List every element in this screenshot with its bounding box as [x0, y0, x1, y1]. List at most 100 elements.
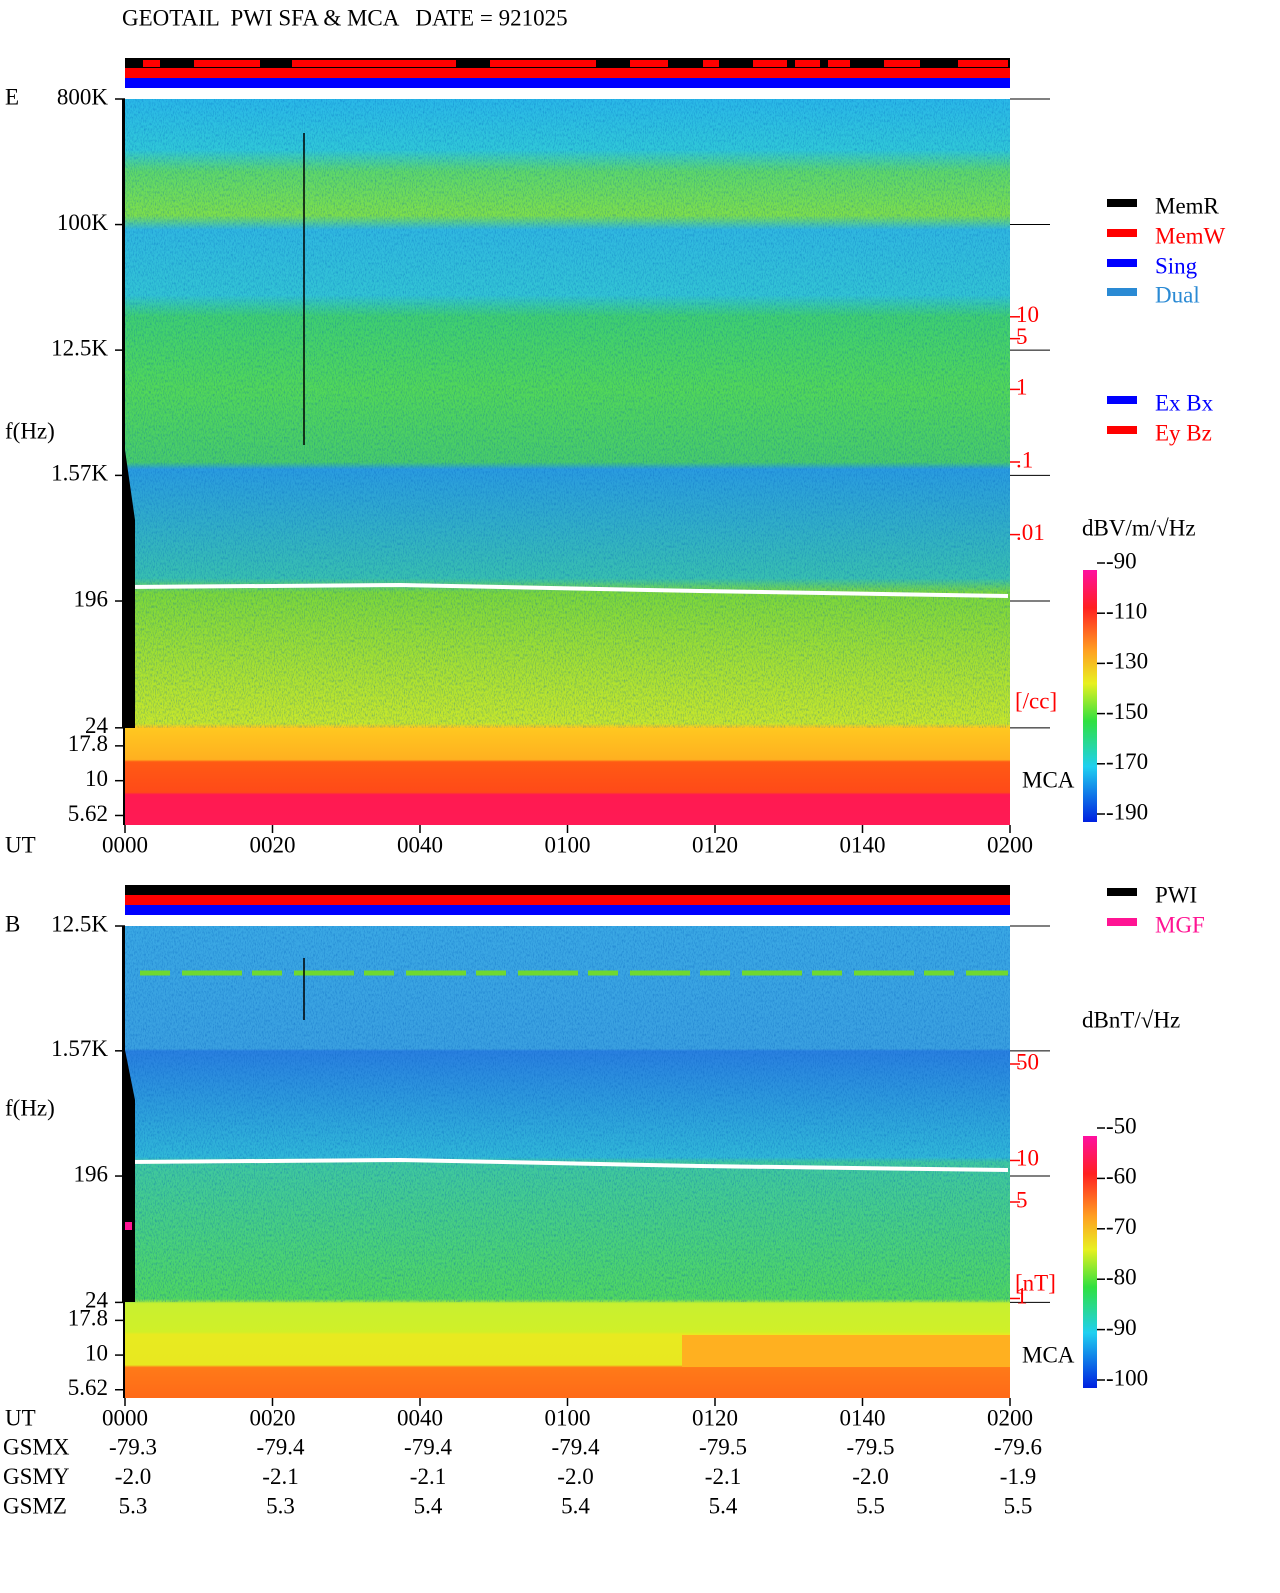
status-bar — [125, 905, 1010, 915]
x-tick-label: 0020 — [250, 1405, 296, 1430]
y-tick-label: 800K — [57, 84, 109, 109]
row-value: -79.5 — [847, 1434, 895, 1459]
region-label: MCA — [1022, 767, 1075, 792]
colorbar-tick-label: -150 — [1106, 699, 1148, 724]
y-axis-label: f(Hz) — [5, 418, 55, 443]
legend-entry: PWI — [1155, 882, 1197, 907]
row-value: 5.4 — [561, 1493, 590, 1518]
y2-tick-label: 50 — [1016, 1049, 1039, 1074]
status-bar — [125, 885, 1010, 895]
row-value: -2.0 — [557, 1464, 593, 1489]
status-bar — [125, 68, 1010, 78]
x-tick-label: 0140 — [840, 1405, 886, 1430]
x-tick-label: 0100 — [545, 832, 591, 857]
y-tick-label: 1.57K — [51, 461, 108, 486]
y2-axis-label: [nT] — [1015, 1270, 1056, 1295]
y2-tick-label: 5 — [1016, 324, 1028, 349]
y-tick-label: 5.62 — [68, 801, 108, 826]
row-value: -79.4 — [404, 1434, 452, 1459]
colorbar-tick-label: -190 — [1106, 799, 1148, 824]
legend-swatch — [1107, 426, 1137, 434]
row-value: 5.4 — [414, 1493, 443, 1518]
legend-swatch — [1107, 199, 1137, 207]
legend-swatch — [1107, 396, 1137, 404]
legend-entry: MemW — [1155, 223, 1226, 248]
y-axis-label: f(Hz) — [5, 1095, 55, 1120]
row-value: 5.5 — [1004, 1493, 1033, 1518]
y-tick-label: 10 — [85, 766, 108, 791]
legend-swatch — [1107, 229, 1137, 237]
legend-entry: Ex Bx — [1155, 390, 1214, 415]
colorbar-label: dBnT/√Hz — [1082, 1007, 1180, 1032]
spectrogram-texture — [125, 926, 1010, 1302]
legend-swatch — [1107, 259, 1137, 267]
colorbar-tick-label: -90 — [1106, 548, 1137, 573]
status-bar — [125, 78, 1010, 88]
row-name: GSMX — [3, 1434, 70, 1459]
legend-entry: MGF — [1155, 912, 1205, 937]
row-value: -2.0 — [115, 1464, 151, 1489]
legend-entry: MemR — [1155, 193, 1220, 218]
row-value: -2.1 — [410, 1464, 446, 1489]
plasma-line — [126, 1157, 1009, 1172]
row-value: -1.9 — [1000, 1464, 1036, 1489]
y2-tick-label: 5 — [1016, 1187, 1028, 1212]
y-tick-label: 24 — [85, 1288, 109, 1313]
spectrogram-block — [682, 1335, 1010, 1367]
x-tick-label: 0020 — [250, 832, 296, 857]
legend-entry: Dual — [1155, 282, 1200, 307]
panel-label: B — [5, 911, 20, 936]
plasma-line — [126, 582, 1009, 598]
row-value: -79.5 — [699, 1434, 747, 1459]
y2-axis-label: [/cc] — [1015, 688, 1057, 713]
y-tick-label: 10 — [85, 1340, 108, 1365]
colorbar-tick-label: -110 — [1106, 598, 1147, 623]
y2-tick-label: 10 — [1016, 1146, 1039, 1171]
colorbar-label: dBV/m/√Hz — [1082, 515, 1196, 540]
y2-tick-label: .1 — [1016, 447, 1033, 472]
y2-tick-label: 1 — [1016, 1284, 1028, 1309]
x-tick-label: 0040 — [397, 832, 443, 857]
colorbar-tick-label: -80 — [1106, 1264, 1137, 1289]
colorbar-tick-label: -60 — [1106, 1164, 1137, 1189]
spectrogram-texture — [125, 99, 1010, 728]
colorbar-tick-label: -170 — [1106, 749, 1148, 774]
row-value: 5.5 — [856, 1493, 885, 1518]
y-tick-label: 24 — [85, 713, 109, 738]
y2-tick-label: 1 — [1016, 375, 1028, 400]
y-tick-label: 12.5K — [51, 335, 108, 360]
x-tick-label: 0040 — [397, 1405, 443, 1430]
colorbar-tick-label: -130 — [1106, 649, 1148, 674]
legend-swatch — [1107, 918, 1137, 926]
panel-label: E — [5, 84, 19, 109]
y-tick-label: 196 — [74, 1161, 109, 1186]
row-value: -79.4 — [257, 1434, 305, 1459]
x-tick-label: 0100 — [545, 1405, 591, 1430]
row-value: -79.3 — [109, 1434, 157, 1459]
row-value: -79.6 — [994, 1434, 1042, 1459]
row-value: 5.3 — [119, 1493, 148, 1518]
row-name: GSMZ — [3, 1493, 67, 1518]
row-value: 5.4 — [709, 1493, 738, 1518]
row-value: -79.4 — [552, 1434, 600, 1459]
x-tick-label: 0200 — [987, 832, 1033, 857]
region-label: MCA — [1022, 1342, 1075, 1367]
colorbar-tick-label: -100 — [1106, 1365, 1148, 1390]
y-tick-label: 196 — [74, 586, 109, 611]
status-bar — [125, 895, 1010, 905]
row-value: -2.1 — [262, 1464, 298, 1489]
x-tick-label: 0200 — [987, 1405, 1033, 1430]
x-axis-label: UT — [5, 832, 36, 857]
x-tick-label: 0120 — [692, 1405, 738, 1430]
y-tick-label: 5.62 — [68, 1375, 108, 1400]
y-tick-label: 100K — [57, 210, 109, 235]
edge-marker — [122, 99, 135, 728]
legend-entry: Sing — [1155, 253, 1198, 278]
y-tick-label: 17.8 — [68, 731, 108, 756]
y-tick-label: 1.57K — [51, 1036, 108, 1061]
row-name: GSMY — [3, 1464, 70, 1489]
y2-tick-label: 10 — [1016, 302, 1039, 327]
row-value: -2.1 — [705, 1464, 741, 1489]
row-value: 5.3 — [266, 1493, 295, 1518]
